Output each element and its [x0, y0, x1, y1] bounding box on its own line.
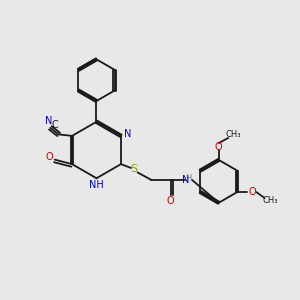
Text: CH₃: CH₃ [262, 196, 278, 205]
Text: O: O [248, 187, 256, 197]
Text: CH₃: CH₃ [226, 130, 242, 140]
Text: O: O [167, 196, 174, 206]
Text: S: S [130, 164, 137, 175]
Text: O: O [45, 152, 53, 162]
Text: N: N [182, 175, 190, 185]
Text: N: N [45, 116, 52, 126]
Text: H: H [185, 174, 192, 183]
Text: C: C [52, 121, 58, 130]
Text: O: O [215, 142, 223, 152]
Text: NH: NH [88, 180, 103, 190]
Text: N: N [124, 128, 131, 139]
